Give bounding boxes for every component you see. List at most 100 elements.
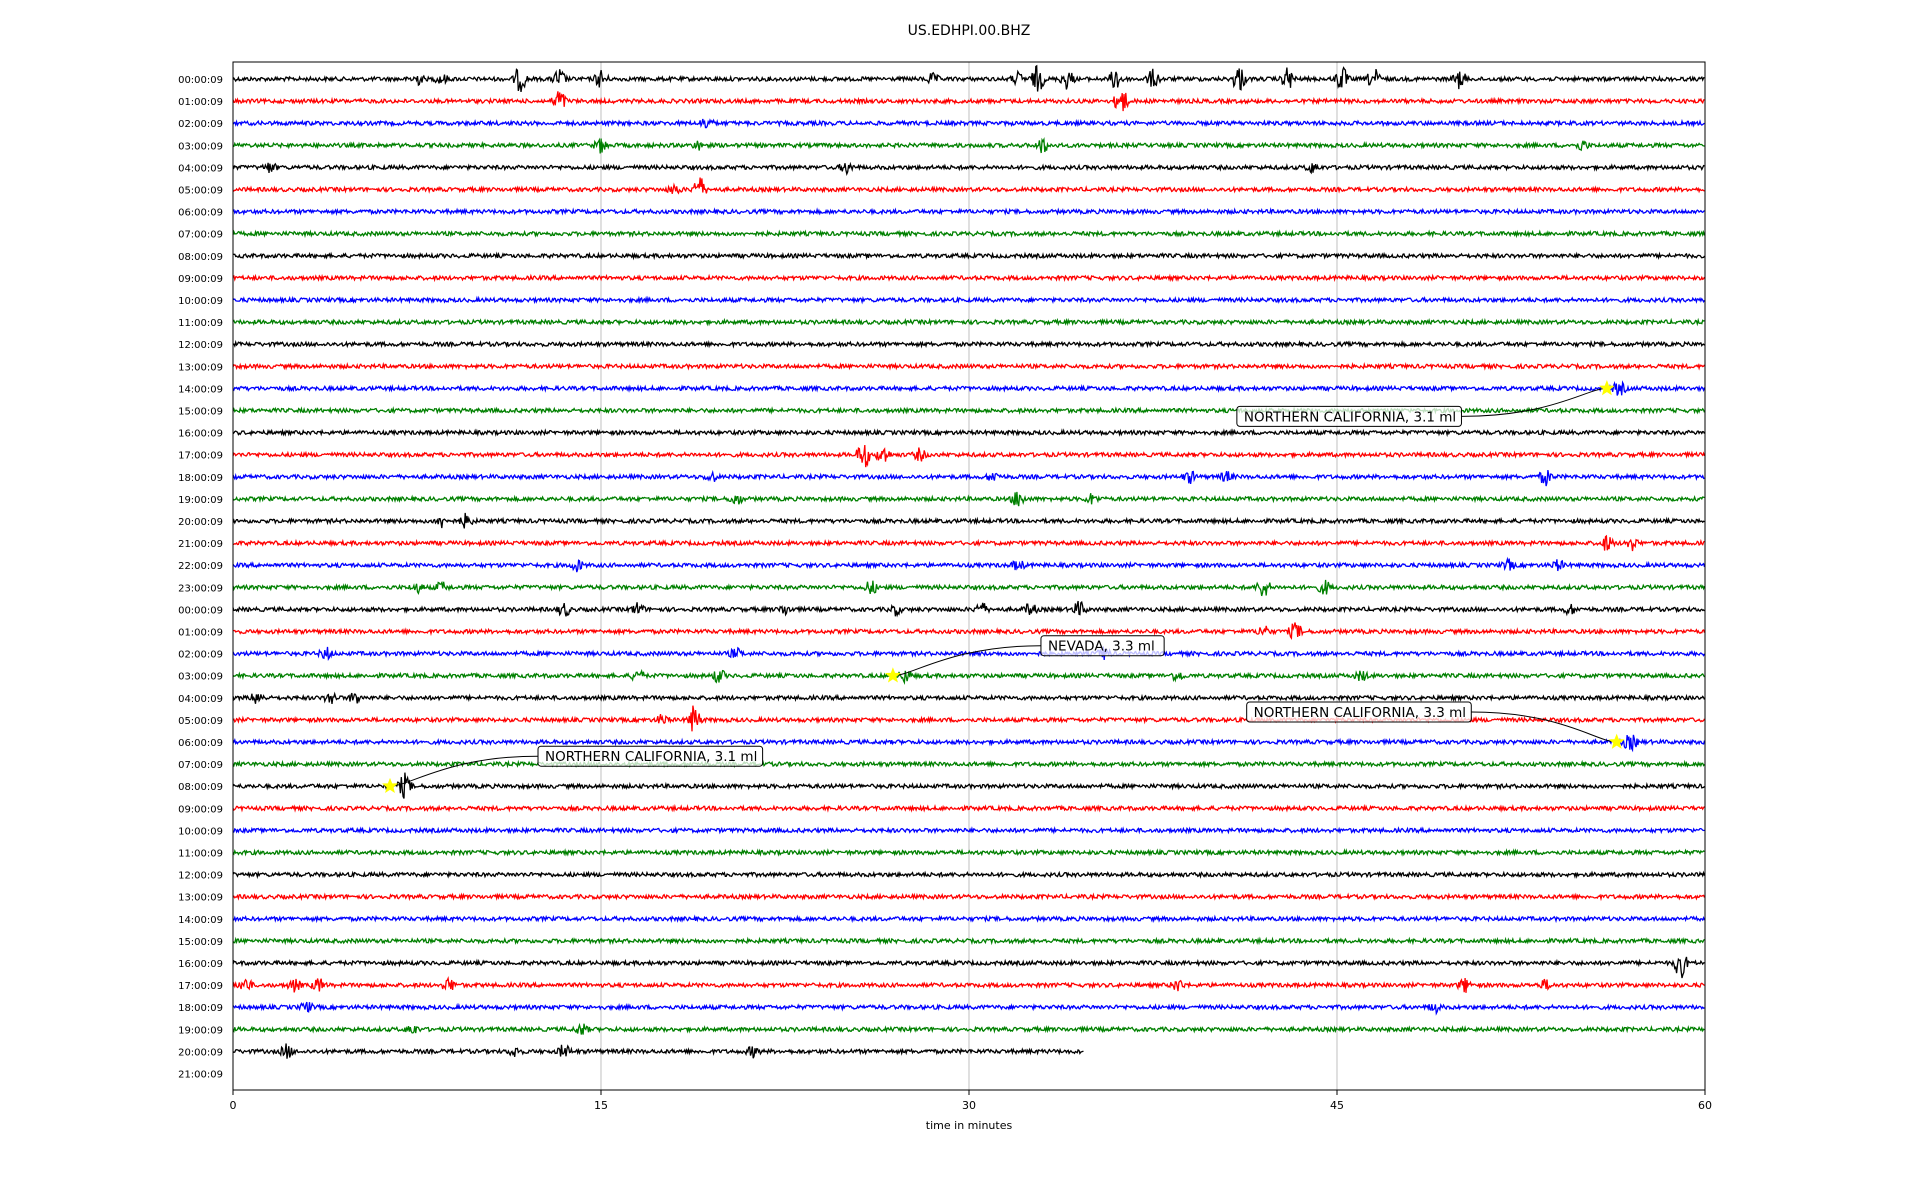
row-time-label: 12:00:09 (178, 340, 223, 351)
row-time-label: 18:00:09 (178, 473, 223, 484)
seismic-trace (232, 848, 1705, 857)
row-time-label: 13:00:09 (178, 362, 223, 373)
row-time-label: 04:00:09 (178, 694, 223, 705)
seismic-trace (232, 759, 1706, 769)
row-time-label: 07:00:09 (178, 230, 223, 241)
seismic-trace (232, 1022, 1705, 1035)
annotation-box (1236, 405, 1462, 427)
seismic-trace (232, 1001, 1705, 1016)
row-time-labels: 00:00:09 01:00:09 02:00:09 03:00:09 04:00:09… (178, 75, 223, 1081)
chart-title: US.EDHPI.00.BHZ (908, 23, 1031, 39)
row-time-label: 10:00:09 (178, 296, 223, 307)
seismic-trace (232, 936, 1706, 946)
row-time-label: 01:00:09 (178, 97, 223, 108)
row-time-label: 01:00:09 (178, 628, 223, 639)
seismic-trace (232, 339, 1706, 349)
seismic-trace (232, 469, 1705, 487)
event-label: NORTHERN CALIFORNIA, 3.1 ml (1244, 409, 1456, 425)
seismic-trace (232, 803, 1705, 813)
row-time-label: 16:00:09 (178, 429, 223, 440)
row-time-label: 04:00:09 (178, 163, 223, 174)
row-time-label: 15:00:09 (178, 407, 223, 418)
row-time-label: 09:00:09 (178, 274, 223, 285)
seismic-trace (232, 1043, 1084, 1059)
row-time-label: 22:00:09 (178, 561, 223, 572)
seismic-trace (232, 444, 1706, 468)
annotation-connector (390, 755, 539, 787)
row-time-label: 19:00:09 (178, 1025, 223, 1036)
row-time-label: 13:00:09 (178, 893, 223, 904)
row-time-label: 02:00:09 (178, 119, 223, 130)
seismic-trace (232, 317, 1705, 327)
row-time-label: 03:00:09 (178, 672, 223, 683)
row-time-label: 14:00:09 (178, 384, 223, 395)
seismic-trace (232, 825, 1705, 835)
row-time-label: 08:00:09 (178, 782, 223, 793)
seismic-trace (232, 207, 1705, 217)
seismic-trace (232, 734, 1706, 753)
seismic-trace (232, 512, 1705, 529)
annotation-connector (1461, 387, 1607, 417)
x-axis-label: time in minutes (926, 1119, 1013, 1132)
row-time-label: 02:00:09 (178, 650, 223, 661)
row-time-label: 11:00:09 (178, 849, 223, 860)
seismic-trace (232, 118, 1705, 129)
seismic-trace (232, 64, 1705, 92)
seismic-trace (232, 976, 1705, 993)
row-time-label: 07:00:09 (178, 760, 223, 771)
x-tick-label: 60 (1698, 1099, 1712, 1112)
seismic-trace (232, 136, 1705, 154)
seismic-trace (232, 491, 1705, 507)
event-star-marker (1608, 733, 1625, 749)
seismic-trace (232, 428, 1706, 438)
row-time-label: 00:00:09 (178, 75, 223, 86)
annotation-connector (892, 645, 1041, 677)
row-time-label: 15:00:09 (178, 937, 223, 948)
seismic-trace (232, 161, 1705, 176)
row-time-label: 05:00:09 (178, 716, 223, 727)
seismic-trace (232, 870, 1706, 880)
seismic-trace (232, 534, 1705, 552)
event-star-marker (382, 777, 399, 794)
x-axis: 0 15 30 45 60 (230, 1090, 1712, 1112)
seismic-trace (232, 914, 1706, 924)
seismic-trace (232, 177, 1705, 195)
seismic-trace (232, 251, 1706, 261)
row-time-label: 03:00:09 (178, 141, 223, 152)
x-tick-label: 45 (1330, 1099, 1344, 1112)
seismic-trace (232, 579, 1706, 597)
row-time-label: 17:00:09 (178, 451, 223, 462)
row-time-label: 23:00:09 (178, 583, 223, 594)
seismic-trace (232, 380, 1706, 396)
annotation-box (1246, 701, 1472, 723)
row-time-label: 17:00:09 (178, 981, 223, 992)
x-tick-label: 15 (594, 1099, 608, 1112)
seismic-trace (232, 772, 1706, 799)
seismic-trace (232, 295, 1706, 305)
row-time-label: 10:00:09 (178, 826, 223, 837)
x-tick-label: 30 (962, 1099, 976, 1112)
event-label: NORTHERN CALIFORNIA, 3.3 ml (1254, 705, 1466, 721)
event-star-marker (884, 667, 901, 683)
row-time-label: 18:00:09 (178, 1003, 223, 1014)
row-time-label: 00:00:09 (178, 605, 223, 616)
seismic-trace (232, 892, 1706, 902)
event-star-marker (1598, 379, 1615, 396)
event-label: NEVADA, 3.3 ml (1048, 639, 1155, 655)
annotation-box (1040, 635, 1165, 657)
event-annotations: NORTHERN CALIFORNIA, 3.1 ml NEVADA, 3.3 m… (382, 379, 1625, 794)
seismic-trace (232, 273, 1706, 283)
seismic-trace (233, 622, 1706, 641)
row-time-label: 19:00:09 (178, 495, 223, 506)
row-time-label: 20:00:09 (178, 1047, 223, 1058)
seismic-trace (232, 956, 1705, 979)
seismic-traces (232, 64, 1706, 1059)
row-time-label: 12:00:09 (178, 871, 223, 882)
seismic-trace (232, 691, 1706, 704)
event-label: NORTHERN CALIFORNIA, 3.1 ml (545, 749, 757, 765)
x-tick-label: 0 (230, 1099, 237, 1112)
row-time-label: 21:00:09 (178, 539, 223, 550)
seismic-trace (232, 556, 1706, 573)
